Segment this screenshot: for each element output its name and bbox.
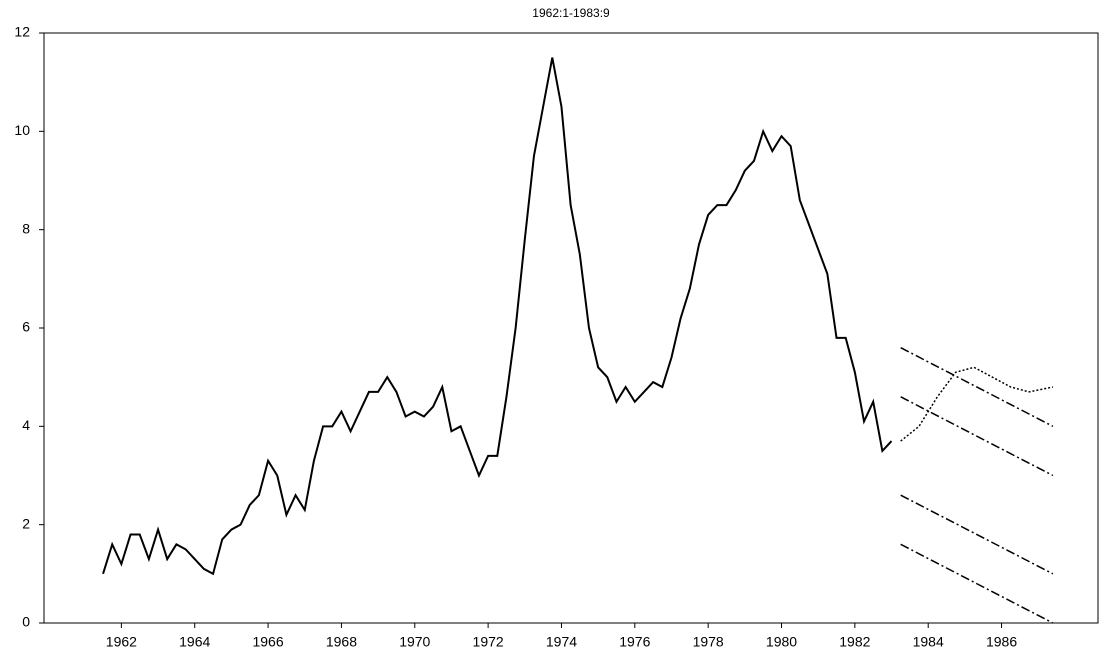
plot-frame xyxy=(43,32,1099,624)
x-tick-label: 1976 xyxy=(619,634,650,650)
x-tick-label: 1984 xyxy=(913,634,944,650)
x-tick-label: 1968 xyxy=(326,634,357,650)
chart-title: 1962:1-1983:9 xyxy=(532,6,610,20)
series-line xyxy=(900,494,1054,575)
x-tick-label: 1982 xyxy=(839,634,870,650)
y-tick-label: 0 xyxy=(22,614,30,630)
y-tick-label: 6 xyxy=(22,319,30,335)
series-line xyxy=(900,366,1054,442)
series-line xyxy=(900,347,1054,427)
series-line xyxy=(102,57,893,576)
x-tick-label: 1972 xyxy=(473,634,504,650)
y-tick-label: 2 xyxy=(22,515,30,531)
y-tick-label: 10 xyxy=(14,122,30,138)
x-tick-label: 1970 xyxy=(399,634,430,650)
y-tick-label: 8 xyxy=(22,220,30,236)
y-tick-label: 12 xyxy=(14,24,30,40)
x-tick-label: 1986 xyxy=(986,634,1017,650)
x-tick-label: 1980 xyxy=(766,634,797,650)
x-tick-label: 1974 xyxy=(546,634,577,650)
x-tick-label: 1964 xyxy=(179,634,210,650)
x-tick-label: 1966 xyxy=(252,634,283,650)
x-tick-label: 1962 xyxy=(106,634,137,650)
series-line xyxy=(900,543,1054,624)
x-tick-label: 1978 xyxy=(693,634,724,650)
y-tick-label: 4 xyxy=(22,417,30,433)
series-line xyxy=(900,396,1054,477)
